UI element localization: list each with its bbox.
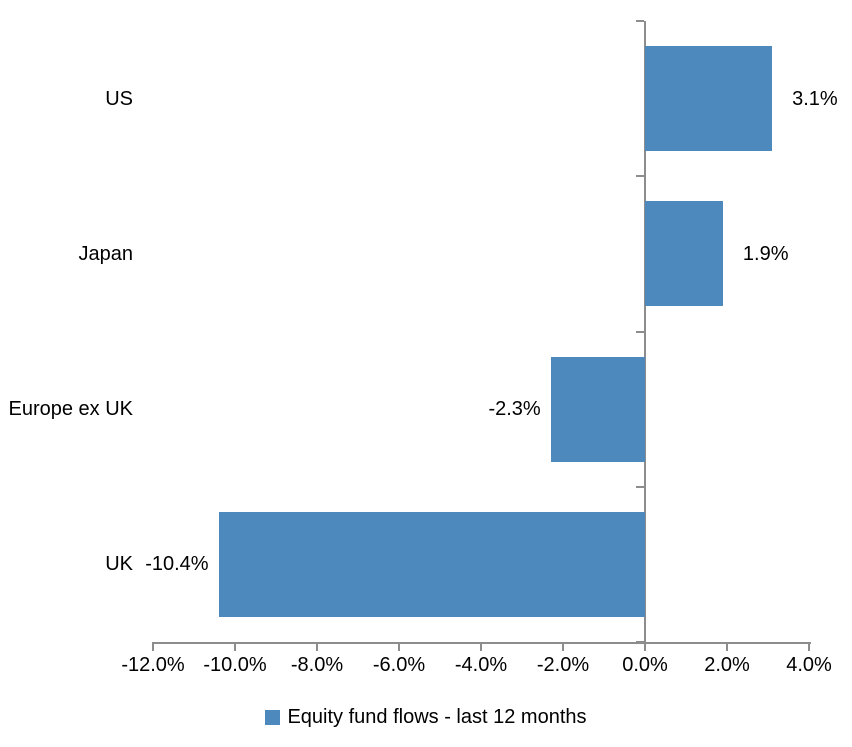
category-label-uk: UK (105, 553, 133, 576)
x-axis-tick (398, 642, 400, 651)
bar-uk (218, 511, 645, 617)
x-tick-label: -10.0% (203, 654, 267, 676)
bar-europe-ex-uk (550, 356, 645, 462)
category-axis-tick (636, 175, 644, 178)
x-tick-label: 4.0% (786, 654, 832, 676)
x-tick-label: -4.0% (454, 654, 508, 676)
x-tick-label: 0.0% (622, 654, 668, 676)
value-label-japan: 1.9% (742, 242, 789, 265)
x-axis-tick (726, 642, 728, 651)
x-tick-label: -8.0% (290, 654, 344, 676)
bar-us (645, 46, 773, 152)
category-axis-tick (636, 20, 644, 22)
category-axis-tick (636, 485, 644, 488)
x-axis-tick (152, 642, 154, 651)
category-label-us: US (105, 87, 133, 110)
x-tick-label: -12.0% (121, 654, 185, 676)
x-axis-tick (316, 642, 318, 651)
bar-japan (645, 201, 723, 307)
x-axis-line (153, 642, 811, 644)
x-axis-tick (562, 642, 564, 651)
category-label-europe-ex-uk: Europe ex UK (8, 398, 133, 421)
x-tick-label: -2.0% (536, 654, 590, 676)
legend-label: Equity fund flows - last 12 months (287, 706, 587, 728)
x-axis-tick (808, 642, 810, 651)
x-axis-tick (644, 642, 646, 651)
category-axis-line (644, 21, 646, 644)
x-tick-label: -6.0% (372, 654, 426, 676)
value-label-europe-ex-uk: -2.3% (488, 398, 541, 421)
value-label-us: 3.1% (792, 87, 838, 110)
x-tick-label: 2.0% (704, 654, 750, 676)
value-label-uk: -10.4% (145, 553, 209, 576)
category-label-japan: Japan (78, 242, 134, 265)
x-axis-tick (480, 642, 482, 651)
x-axis-tick (234, 642, 236, 651)
category-axis-tick (636, 330, 644, 333)
legend-swatch-icon (265, 710, 281, 725)
legend: Equity fund flows - last 12 months (0, 706, 852, 729)
